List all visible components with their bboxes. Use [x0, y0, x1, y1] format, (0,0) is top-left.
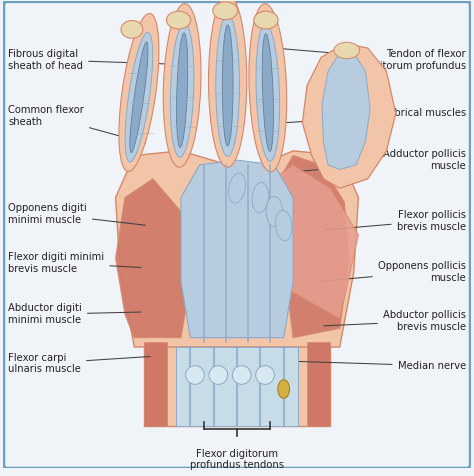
Ellipse shape [209, 366, 228, 384]
Ellipse shape [130, 42, 148, 152]
Ellipse shape [275, 210, 292, 241]
Text: Flexor carpi
ulnaris muscle: Flexor carpi ulnaris muscle [8, 353, 150, 374]
Ellipse shape [232, 366, 251, 384]
Ellipse shape [121, 20, 143, 38]
Text: Opponens digiti
minimi muscle: Opponens digiti minimi muscle [8, 203, 146, 225]
Polygon shape [116, 151, 358, 347]
Text: Abductor digiti
minimi muscle: Abductor digiti minimi muscle [8, 304, 141, 325]
Polygon shape [260, 165, 358, 319]
Ellipse shape [166, 11, 191, 29]
Polygon shape [274, 156, 349, 337]
Ellipse shape [170, 23, 194, 157]
Polygon shape [181, 160, 293, 337]
Ellipse shape [176, 33, 188, 148]
Polygon shape [144, 342, 330, 426]
Text: Flexor pollicis
brevis muscle: Flexor pollicis brevis muscle [324, 210, 466, 232]
Text: Fibrous digital
sheath of head: Fibrous digital sheath of head [8, 49, 178, 70]
Ellipse shape [254, 11, 278, 29]
Ellipse shape [163, 4, 201, 167]
Text: Common flexor
sheath: Common flexor sheath [8, 105, 146, 143]
Text: Lumbrical muscles: Lumbrical muscles [286, 109, 466, 123]
Ellipse shape [256, 23, 280, 161]
Text: Adductor pollicis
muscle: Adductor pollicis muscle [296, 149, 466, 172]
Polygon shape [307, 342, 330, 426]
Text: Median nerve: Median nerve [286, 361, 466, 371]
Ellipse shape [213, 2, 238, 20]
Polygon shape [116, 179, 190, 337]
Ellipse shape [262, 34, 273, 151]
Polygon shape [176, 347, 298, 426]
FancyBboxPatch shape [3, 1, 471, 468]
Ellipse shape [334, 42, 360, 59]
Text: Opponens pollicis
muscle: Opponens pollicis muscle [319, 261, 466, 283]
Ellipse shape [209, 0, 247, 167]
Text: Tendon of flexor
digitorum profundus: Tendon of flexor digitorum profundus [277, 49, 466, 70]
Ellipse shape [186, 366, 204, 384]
Text: Abductor pollicis
brevis muscle: Abductor pollicis brevis muscle [324, 310, 466, 332]
Ellipse shape [255, 366, 274, 384]
Text: Flexor digitorum
profundus tendons: Flexor digitorum profundus tendons [190, 449, 284, 470]
Polygon shape [144, 342, 167, 426]
Ellipse shape [278, 380, 290, 398]
Ellipse shape [252, 182, 269, 213]
Polygon shape [322, 53, 370, 169]
Polygon shape [302, 43, 396, 188]
Text: Flexor digiti minimi
brevis muscle: Flexor digiti minimi brevis muscle [8, 252, 141, 274]
Ellipse shape [222, 25, 233, 146]
Ellipse shape [249, 4, 287, 172]
Ellipse shape [228, 173, 246, 203]
Ellipse shape [266, 197, 283, 227]
Ellipse shape [216, 15, 239, 156]
Ellipse shape [125, 32, 153, 162]
Ellipse shape [119, 13, 159, 171]
